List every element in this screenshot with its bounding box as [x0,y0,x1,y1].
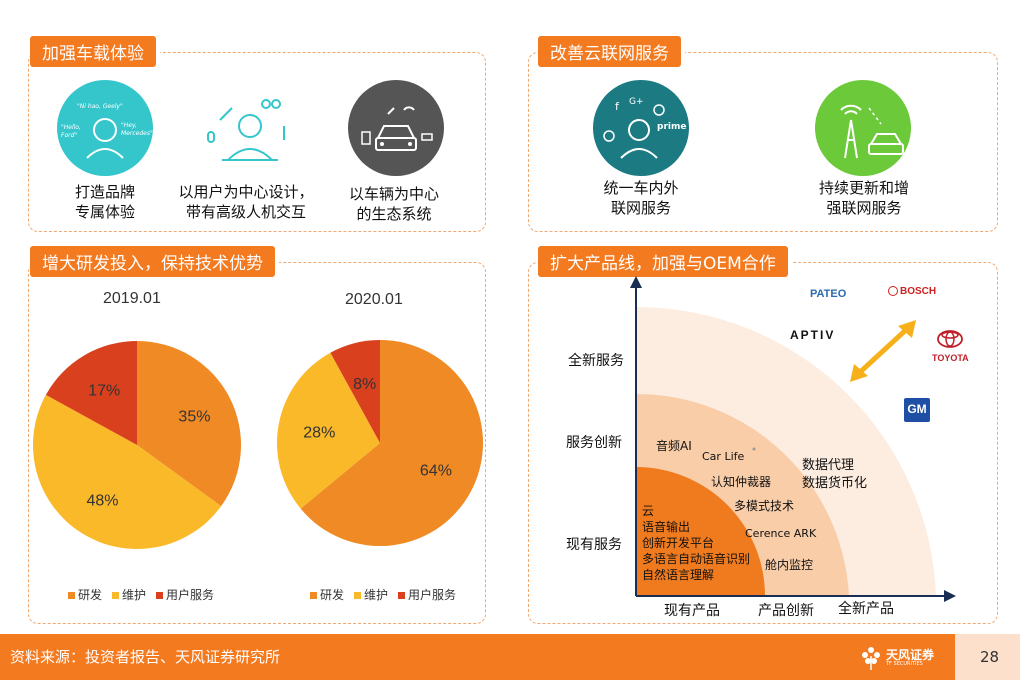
caption-brand-experience: 打造品牌 专属体验 [74,183,135,221]
logo-subtitle: TF SECURITIES [886,661,923,667]
x-label-new-product: 全新产品 [838,601,894,617]
pie-slice-1-1 [277,352,380,509]
voice-assistant-icon: "Ni hao, Geely" "Hello, Ford" "Hey, Merc… [57,80,153,176]
legend-item-user-service: 用户服务 [398,586,456,603]
x-label-existing-product: 现有产品 [664,603,720,619]
panel-title-rnd: 增大研发投入，保持技术优势 [30,246,279,277]
x-label-product-innovation: 产品创新 [758,603,814,619]
legend-item-rnd: 研发 [310,586,344,603]
rnd-pie-charts: 35% 48% 17% 64% 28% 8% [32,340,483,549]
page-number: 28 [980,648,1000,666]
pie-label-0-1: 48% [86,492,118,509]
panel-experience [28,52,486,232]
panel-title-experience: 加强车载体验 [30,36,160,67]
legend-item-maintenance: 维护 [354,586,388,603]
legend-swatch [310,592,317,599]
y-label-service-innovation: 服务创新 [566,435,622,451]
brand-aptiv: APTIV [790,328,836,342]
pie-label-0-0: 35% [178,409,210,426]
pie-slice-0-1 [32,394,222,549]
footer-bar: 资料来源：投资者报告、天风证券研究所 天风证券 TF SECURITIES [0,634,1020,680]
mid-item-multimodal: 多模式技术 [734,499,795,513]
vehicle-ecosystem-icon [348,80,444,176]
page-number-box [955,634,1020,680]
pie-2019: 35% 48% 17% [32,341,241,549]
user-hmi-icon [200,90,300,180]
product-matrix [630,276,956,602]
outer-items: 数据代理 数据货币化 [802,458,868,491]
y-label-new-service: 全新服务 [568,353,624,369]
legend-swatch [112,592,120,599]
legend-swatch [68,592,75,599]
legend-swatch [398,592,406,599]
pie-legend-2019: 研发 维护 用户服务 [68,586,214,603]
pie-title-2020: 2020.01 [345,291,403,308]
panel-title-product: 扩大产品线，加强与OEM合作 [538,246,792,277]
prime-label: prime [657,122,687,132]
bosch-icon [888,286,898,296]
brand-bosch: BOSCH [900,286,937,297]
caption-unified-connectivity: 统一车内外 联网服务 [603,179,679,217]
pie-title-2019: 2019.01 [103,290,161,307]
inner-items: 云 语音输出 创新开发平台 多语言自动语音识别 自然语言理解 [642,504,751,582]
caption-continuous-updates: 持续更新和增 强联网服务 [818,179,909,217]
logo-name: 天风证券 [886,648,935,662]
mid-item-audio-ai: 音频AI [656,439,692,453]
mid-item-car-life: Car Life [702,450,745,463]
y-label-existing-service: 现有服务 [566,537,622,553]
legend-item-rnd: 研发 [68,586,102,603]
pie-label-1-2: 8% [353,376,376,393]
toyota-icon [937,330,963,348]
legend-swatch [156,592,164,599]
pie-legend-2020: 研发 维护 用户服务 [310,586,456,603]
pie-label-1-0: 64% [420,462,452,479]
caption-vehicle-ecosystem: 以车辆为中心 的生态系统 [348,185,439,223]
caption-user-centric: 以用户为中心设计， 带有高级人机交互 [178,183,314,221]
mid-item-cerence-ark: Cerence ARK [745,527,817,540]
logo-flower-icon [862,647,880,670]
panel-cloud [528,52,998,232]
mid-item-cabin-monitoring: 舱内监控 [765,558,814,572]
svg-text:G+: G+ [629,97,644,107]
bubble-mercedes: "Hey, Mercedes" [121,122,153,137]
pie-slice-0-0 [137,341,241,507]
pie-2020: 64% 28% 8% [277,340,483,546]
panel-title-cloud: 改善云联网服务 [538,36,685,67]
brand-pateo: PATEO [810,288,847,300]
mid-item-cognitive-arbiter: 认知仲裁器 [711,475,772,489]
bubble-geely: "Ni hao, Geely" [77,103,123,110]
svg-text:f: f [615,100,620,113]
connected-services-icon: f G+ prime [593,80,689,176]
legend-item-user-service: 用户服务 [156,586,214,603]
pie-label-0-2: 17% [88,382,120,399]
pie-slice-0-2 [45,341,137,445]
brand-toyota: TOYOTA [932,353,969,363]
pie-slice-1-0 [300,340,483,546]
pie-slice-1-2 [330,340,380,443]
legend-swatch [354,592,362,599]
brand-gm: GM [904,398,930,422]
ota-update-icon [815,80,911,176]
footer-source: 资料来源：投资者报告、天风证券研究所 [10,648,281,666]
pie-label-1-1: 28% [303,424,335,441]
legend-item-maintenance: 维护 [112,586,146,603]
bubble-ford: "Hello, Ford" [61,124,81,139]
footer-logo: 天风证券 TF SECURITIES [860,644,944,674]
